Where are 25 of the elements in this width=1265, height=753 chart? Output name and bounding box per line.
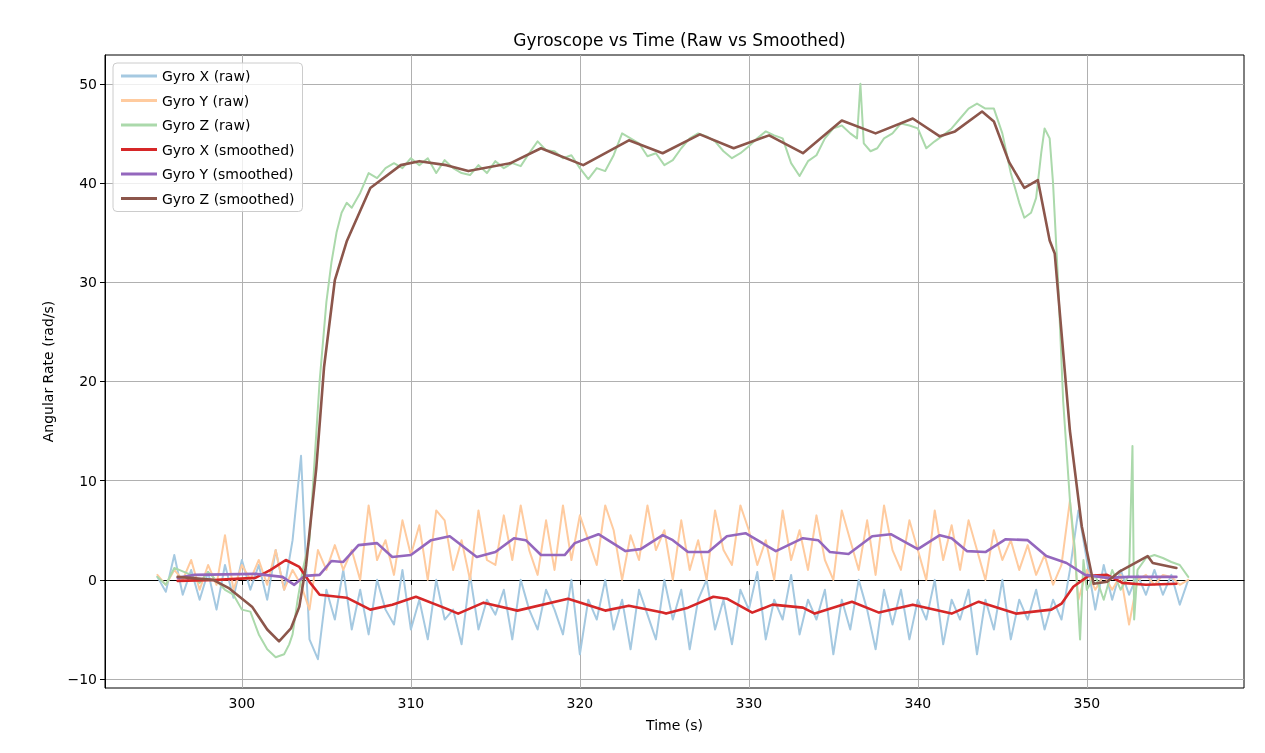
legend-label: Gyro Z (raw) (162, 117, 251, 133)
legend-label: Gyro Y (smoothed) (162, 166, 294, 182)
x-tick-label: 330 (735, 695, 763, 711)
y-axis-title: Angular Rate (rad/s) (40, 300, 56, 443)
x-tick-label: 310 (397, 695, 425, 711)
y-tick-label: 50 (79, 75, 97, 92)
y-tick-label: −10 (67, 671, 97, 688)
line-series (176, 558, 1178, 615)
y-tick-label: 30 (79, 274, 97, 291)
chart-title: Gyroscope vs Time (Raw vs Smoothed) (513, 29, 846, 50)
line-series (156, 454, 1190, 661)
y-tick-label: 40 (79, 174, 97, 191)
y-tick-label: 20 (79, 373, 97, 390)
x-axis-title: Time (s) (645, 717, 703, 733)
x-tick-label: 320 (566, 695, 594, 711)
legend-label: Gyro Z (smoothed) (162, 190, 295, 207)
y-tick-label: 10 (79, 472, 97, 489)
line-series (176, 531, 1178, 587)
x-tick-label: 340 (904, 695, 932, 711)
y-tick-label: 0 (88, 571, 97, 588)
legend-label: Gyro Y (raw) (162, 92, 250, 109)
x-tick-label: 350 (1073, 695, 1101, 711)
x-tick-label: 300 (228, 695, 256, 711)
legend-label: Gyro X (smoothed) (162, 141, 295, 158)
legend-label: Gyro X (raw) (162, 68, 251, 84)
